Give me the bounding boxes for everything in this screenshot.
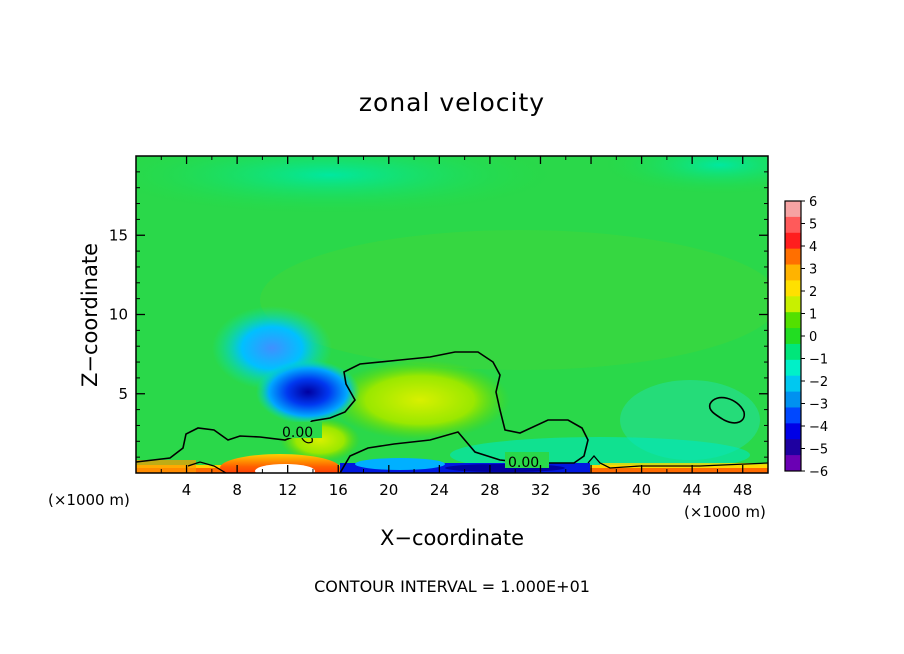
- y-tick-label: 5: [118, 385, 128, 403]
- colorbar-label: 4: [809, 240, 817, 255]
- x-tick-label: 16: [329, 481, 348, 499]
- colorbar-swatch: [785, 248, 801, 266]
- x-tick-label: 12: [278, 481, 297, 499]
- colorbar-label: 3: [809, 263, 817, 278]
- x-tick-label: 36: [581, 481, 600, 499]
- x-tick-label: 48: [733, 481, 752, 499]
- contour-label-1: 0.00: [282, 425, 313, 441]
- x-tick-label: 44: [683, 481, 702, 499]
- colorbar-swatch: [785, 328, 801, 345]
- x-axis-ticks: 4 8 12 16 20 24 28 32 36 40 44 48: [160, 156, 752, 499]
- x-tick-label: 4: [182, 481, 192, 499]
- colorbar-label: 1: [809, 308, 817, 323]
- colorbar: 6 5 4 3 2 1 0 −1 −2 −3 −4 −5 −6: [784, 195, 828, 480]
- colorbar-swatch: [785, 359, 801, 377]
- x-tick-label: 40: [632, 481, 651, 499]
- colorbar-label: 5: [809, 218, 817, 233]
- colorbar-swatch: [785, 375, 801, 393]
- colorbar-swatch: [785, 407, 801, 424]
- colorbar-label: −5: [809, 443, 828, 458]
- colorbar-label: −2: [809, 375, 828, 390]
- chart-title: zonal velocity: [358, 88, 546, 117]
- x-tick-label: 8: [232, 481, 242, 499]
- colorbar-label: −6: [809, 465, 828, 480]
- heatmap-field: 0.00 0.00: [136, 156, 768, 473]
- colorbar-swatch: [785, 264, 801, 281]
- colorbar-label: 0: [809, 330, 817, 345]
- contour-interval-note: CONTOUR INTERVAL = 1.000E+01: [314, 577, 590, 596]
- colorbar-label: −4: [809, 420, 828, 435]
- contour-label-2: 0.00: [508, 455, 539, 471]
- colorbar-swatch: [785, 216, 801, 234]
- y-unit-label: (×1000 m): [48, 491, 130, 509]
- y-tick-label: 10: [109, 306, 128, 324]
- colorbar-swatch: [785, 439, 801, 456]
- x-tick-label: 24: [430, 481, 449, 499]
- x-tick-label: 28: [480, 481, 499, 499]
- colorbar-label: 6: [809, 195, 817, 210]
- colorbar-swatch: [785, 391, 801, 408]
- colorbar-swatch: [785, 232, 801, 250]
- colorbar-swatch: [785, 296, 801, 313]
- colorbar-swatch: [785, 312, 801, 329]
- x-tick-label: 32: [531, 481, 550, 499]
- colorbar-label: −3: [809, 398, 828, 413]
- x-unit-label: (×1000 m): [684, 503, 766, 521]
- x-axis-label: X−coordinate: [380, 526, 524, 550]
- x-tick-label: 20: [379, 481, 398, 499]
- colorbar-swatch: [785, 280, 801, 297]
- colorbar-swatch: [785, 201, 801, 218]
- y-axis-ticks: 5 10 15: [109, 171, 768, 458]
- colorbar-swatch: [785, 343, 801, 361]
- y-tick-label: 15: [109, 226, 128, 244]
- colorbar-label: 2: [809, 285, 817, 300]
- y-axis-label: Z−coordinate: [78, 243, 102, 387]
- colorbar-swatch: [785, 455, 801, 472]
- colorbar-label: −1: [809, 353, 828, 368]
- colorbar-swatch: [785, 423, 801, 440]
